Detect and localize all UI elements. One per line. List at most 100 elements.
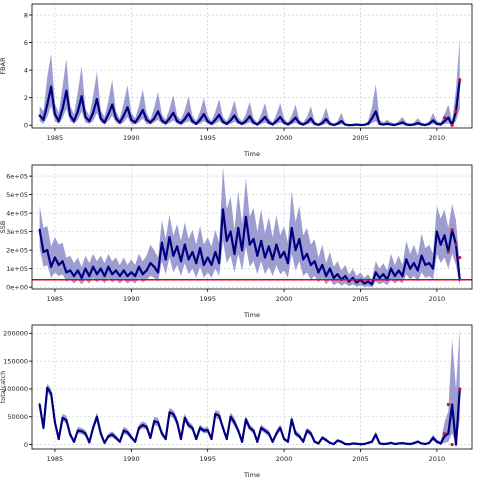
highlight-point bbox=[450, 442, 454, 447]
data-point bbox=[198, 247, 202, 250]
data-point bbox=[351, 276, 354, 279]
data-point bbox=[424, 442, 427, 446]
y-tick-label: 3e+05 bbox=[6, 228, 28, 236]
highlight-point bbox=[458, 255, 462, 260]
data-point bbox=[428, 122, 431, 125]
data-point bbox=[114, 436, 118, 439]
data-point bbox=[313, 260, 316, 263]
data-point bbox=[370, 283, 374, 286]
data-point bbox=[340, 440, 343, 443]
data-point bbox=[111, 103, 114, 106]
data-point bbox=[409, 123, 412, 127]
data-point bbox=[130, 118, 133, 121]
x-tick-label: 2005 bbox=[352, 455, 369, 463]
data-point bbox=[374, 433, 377, 436]
y-tick-label: 0e+00 bbox=[6, 283, 28, 291]
data-point bbox=[179, 122, 183, 125]
data-point bbox=[137, 115, 141, 119]
y-tick-label: 200000 bbox=[3, 330, 28, 338]
data-point bbox=[317, 442, 320, 445]
data-point bbox=[145, 269, 148, 272]
data-point bbox=[179, 260, 183, 263]
data-point bbox=[420, 123, 423, 126]
data-point bbox=[244, 120, 247, 123]
data-point bbox=[378, 442, 381, 445]
data-point bbox=[447, 432, 450, 435]
y-tick-label: 4 bbox=[24, 66, 28, 74]
data-point bbox=[401, 442, 404, 445]
data-point bbox=[164, 258, 167, 261]
data-point bbox=[172, 111, 175, 114]
data-point bbox=[325, 274, 328, 278]
data-point bbox=[378, 276, 381, 279]
data-point bbox=[153, 420, 156, 423]
data-point bbox=[145, 118, 148, 121]
data-point bbox=[122, 114, 125, 117]
highlight-point bbox=[442, 116, 447, 120]
data-point bbox=[179, 437, 183, 441]
data-point bbox=[252, 237, 255, 241]
data-point bbox=[88, 441, 91, 444]
data-point bbox=[237, 120, 240, 123]
x-tick-label: 1990 bbox=[123, 134, 140, 142]
data-point bbox=[439, 123, 442, 126]
data-point bbox=[321, 122, 324, 125]
data-point bbox=[172, 254, 175, 257]
data-point bbox=[218, 414, 221, 417]
data-point bbox=[340, 120, 343, 123]
plot-frame bbox=[31, 164, 473, 290]
plot-frame bbox=[31, 3, 473, 129]
data-point bbox=[69, 269, 72, 272]
confidence-band bbox=[39, 327, 460, 445]
data-point bbox=[42, 426, 45, 429]
data-point bbox=[275, 432, 278, 435]
data-point bbox=[126, 106, 129, 109]
y-tick-label: 2e+05 bbox=[6, 246, 28, 254]
data-point bbox=[435, 122, 438, 125]
data-point bbox=[240, 122, 244, 125]
data-point bbox=[65, 271, 68, 274]
data-point bbox=[183, 416, 186, 419]
data-point bbox=[122, 429, 125, 432]
data-point bbox=[424, 263, 427, 267]
data-point bbox=[53, 421, 57, 424]
y-axis-title: totalcatch bbox=[0, 371, 7, 404]
data-point bbox=[359, 123, 362, 127]
data-point bbox=[302, 440, 305, 443]
data-point bbox=[198, 118, 202, 121]
data-point bbox=[409, 267, 412, 270]
data-point bbox=[397, 442, 400, 445]
y-tick-label: 6 bbox=[24, 39, 28, 47]
data-point bbox=[160, 119, 163, 122]
data-point bbox=[76, 269, 79, 272]
y-tick-label: 1e+05 bbox=[6, 265, 28, 273]
data-point bbox=[218, 261, 221, 265]
data-point bbox=[195, 261, 198, 265]
data-point bbox=[302, 258, 305, 261]
data-point bbox=[118, 274, 121, 278]
data-point bbox=[233, 421, 236, 424]
data-point bbox=[290, 226, 293, 230]
data-point bbox=[126, 274, 129, 278]
data-point bbox=[279, 115, 282, 119]
data-point bbox=[46, 249, 49, 252]
data-point bbox=[191, 426, 194, 429]
data-point bbox=[202, 263, 205, 267]
x-tick-label: 1990 bbox=[123, 455, 140, 463]
data-point bbox=[65, 418, 68, 422]
data-point bbox=[168, 411, 171, 414]
data-point bbox=[134, 440, 137, 443]
data-point bbox=[279, 426, 282, 429]
data-point bbox=[382, 442, 385, 446]
data-point bbox=[50, 85, 53, 88]
data-point bbox=[72, 440, 76, 443]
data-point bbox=[176, 245, 179, 248]
data-point bbox=[137, 265, 141, 268]
data-point bbox=[294, 116, 297, 119]
data-point bbox=[61, 260, 64, 263]
data-point bbox=[263, 429, 267, 432]
data-point bbox=[95, 97, 99, 101]
data-point bbox=[183, 243, 186, 246]
data-point bbox=[191, 120, 194, 123]
